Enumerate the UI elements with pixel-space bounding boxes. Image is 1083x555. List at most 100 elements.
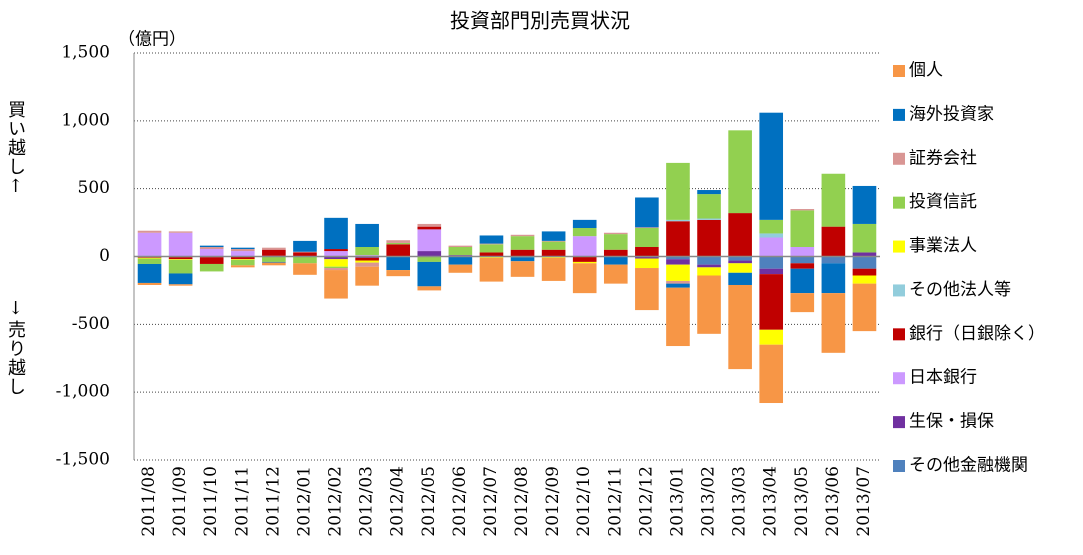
bar-segment — [168, 232, 193, 257]
x-tick-label: 2012/02 — [326, 466, 346, 537]
bar-segment — [572, 256, 597, 262]
legend-label: その他金融機関 — [909, 456, 1028, 476]
bar-segment — [510, 236, 535, 250]
bar-segment — [852, 275, 877, 284]
x-tick-label: 2013/02 — [699, 466, 719, 537]
x-tick-label: 2012/05 — [419, 466, 439, 537]
bar-segment — [790, 263, 815, 269]
bar-segment — [790, 209, 815, 211]
legend-label: 生保・損保 — [909, 412, 994, 432]
bar-segment — [262, 247, 286, 250]
bar-segment — [510, 234, 535, 237]
bar-segment — [293, 240, 317, 252]
bar-segment — [666, 264, 690, 281]
bar-segment — [790, 247, 815, 257]
bar-segment — [666, 280, 690, 284]
bar-segment — [728, 260, 752, 264]
bar-segment — [635, 258, 659, 269]
bar-segment — [603, 234, 628, 250]
bar-segment — [510, 257, 535, 262]
y-axis-label-up: 買い越し↑ — [5, 100, 26, 198]
bar-segment — [697, 218, 721, 220]
legend-label: 銀行（日銀除く） — [909, 324, 1045, 344]
unit-label: （億円） — [118, 30, 186, 50]
bar-segment — [852, 268, 877, 276]
bar-segment — [759, 256, 784, 269]
bar-segment — [199, 263, 224, 272]
bar-segment — [852, 185, 877, 224]
x-tick-label: 2013/06 — [823, 466, 843, 537]
bar-segment — [790, 256, 815, 264]
x-tick-label: 2011/08 — [139, 466, 159, 537]
chart-title: 投資部門別売買状況 — [450, 9, 630, 33]
legend-label: 投資信託 — [909, 192, 977, 212]
bar-segment — [137, 257, 162, 258]
bar-segment — [479, 235, 504, 244]
bar-segment — [386, 240, 411, 243]
bar-segment — [137, 282, 162, 285]
bar-segment — [728, 272, 752, 285]
bar-segment — [635, 247, 659, 257]
legend-swatch — [893, 328, 905, 341]
bar-segment — [759, 329, 784, 345]
bar-segment — [355, 262, 379, 267]
bar-segment — [168, 284, 193, 286]
x-tick-label: 2012/06 — [450, 466, 470, 537]
bar-segment — [603, 232, 628, 235]
x-tick-label: 2012/07 — [481, 466, 501, 537]
bar-segment — [635, 268, 659, 311]
bar-segment — [137, 232, 162, 256]
legend-swatch — [893, 460, 905, 472]
x-tick-label: 2013/04 — [761, 466, 781, 537]
y-tick-label: 0 — [99, 246, 110, 266]
bar-segment — [262, 249, 286, 256]
bar-segment — [759, 344, 784, 404]
bar-segment — [448, 256, 473, 265]
y-tick-label: 500 — [78, 178, 110, 198]
bar-segment — [603, 256, 628, 265]
bar-segment — [230, 259, 255, 260]
bar-segment — [324, 270, 348, 299]
bar-segment — [697, 256, 721, 265]
bar-segment — [666, 162, 690, 220]
bar-segment — [603, 249, 628, 257]
bar-segment — [324, 217, 348, 250]
bar-segment — [355, 257, 379, 261]
bar-segment — [728, 130, 752, 214]
bar-segment — [666, 219, 690, 222]
x-tick-label: 2012/12 — [636, 466, 656, 537]
bar-segment — [355, 266, 379, 286]
legend-swatch — [893, 152, 905, 165]
legend-swatch — [893, 196, 905, 209]
bar-segment — [603, 264, 628, 284]
legend-swatch — [893, 240, 905, 253]
legend-swatch — [893, 108, 905, 121]
bar-segment — [386, 242, 411, 245]
bar-segment — [137, 257, 162, 259]
bar-segment — [479, 252, 504, 257]
bar-segment — [324, 268, 348, 271]
bar-segment — [821, 226, 846, 257]
bar-segment — [137, 258, 162, 264]
bar-segment — [324, 256, 348, 260]
x-tick-label: 2012/01 — [294, 466, 314, 537]
bar-segment — [479, 244, 504, 253]
bar-segment — [666, 287, 690, 347]
bar-segment — [541, 240, 566, 242]
bar-segment — [728, 263, 752, 273]
bar-segment — [541, 257, 566, 281]
bar-segment — [417, 226, 442, 230]
legend-swatch — [893, 372, 905, 385]
bar-segment — [293, 256, 317, 264]
bar-segment — [168, 273, 193, 285]
bar-segment — [572, 219, 597, 229]
bar-segment — [635, 227, 659, 229]
legend-label: 個人 — [909, 61, 943, 81]
legend-label: 日本銀行 — [909, 368, 977, 388]
bar-segment — [262, 261, 286, 263]
bar-segment — [262, 256, 286, 262]
bar-segment — [262, 262, 286, 266]
bar-segment — [355, 247, 379, 256]
bar-segment — [821, 293, 846, 353]
bar-segment — [821, 263, 846, 294]
